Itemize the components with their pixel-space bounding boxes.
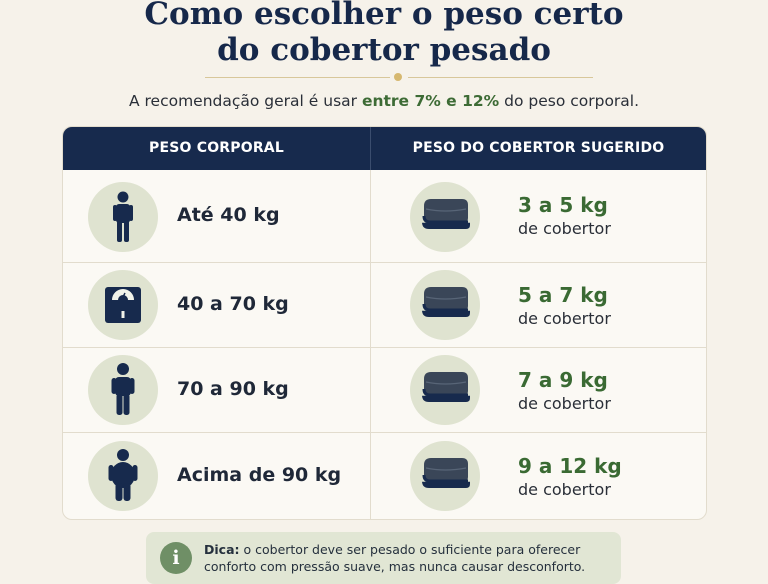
folded-blanket-icon: [410, 441, 480, 511]
title-line-2: do cobertor pesado: [217, 32, 551, 68]
table-row: Até 40 kg 3 a 5 kg de cobertor: [63, 170, 706, 262]
body-weight-value: Acima de 90 kg: [177, 464, 342, 486]
suggested-weight-value: 3 a 5 kg: [518, 193, 608, 217]
title-line-1: Como escolher o peso certo: [144, 0, 624, 32]
tip-text-line-1: o cobertor deve ser pesado o suficiente …: [239, 542, 581, 557]
body-weight-value: 70 a 90 kg: [177, 378, 289, 400]
folded-blanket-icon: [410, 270, 480, 340]
subtitle-before: A recomendação geral é usar: [128, 92, 362, 110]
suggested-weight: 9 a 12 kg de cobertor: [518, 453, 622, 501]
table-row: Acima de 90 kg 9 a 12 kg de cobertor: [63, 432, 706, 519]
suggested-weight-suffix: de cobertor: [518, 219, 611, 238]
tip-box: i Dica: o cobertor deve ser pesado o suf…: [146, 532, 621, 584]
divider-dot: [394, 73, 402, 81]
info-icon: i: [160, 542, 192, 574]
suggested-weight-suffix: de cobertor: [518, 309, 611, 328]
suggested-weight: 3 a 5 kg de cobertor: [518, 192, 611, 240]
subtitle: A recomendação geral é usar entre 7% e 1…: [0, 92, 768, 110]
table-row: 70 a 90 kg 7 a 9 kg de cobertor: [63, 347, 706, 433]
table-header: PESO CORPORAL PESO DO COBERTOR SUGERIDO: [63, 127, 706, 170]
page-title: Como escolher o peso certo do cobertor p…: [0, 0, 768, 68]
suggested-weight-suffix: de cobertor: [518, 480, 611, 499]
suggested-weight-suffix: de cobertor: [518, 394, 611, 413]
tip-label: Dica:: [204, 542, 240, 557]
subtitle-highlight: entre 7% e 12%: [361, 92, 500, 110]
suggested-weight: 7 a 9 kg de cobertor: [518, 367, 611, 415]
divider-line-right: [408, 77, 593, 78]
suggested-weight: 5 a 7 kg de cobertor: [518, 282, 611, 330]
folded-blanket-icon: [410, 355, 480, 425]
body-weight-value: 40 a 70 kg: [177, 293, 289, 315]
divider-line-left: [205, 77, 390, 78]
tip-text-line-2: conforto com pressão suave, mas nunca ca…: [204, 559, 586, 574]
weight-table: PESO CORPORAL PESO DO COBERTOR SUGERIDO …: [62, 126, 707, 520]
suggested-weight-value: 5 a 7 kg: [518, 283, 608, 307]
header-body-weight: PESO CORPORAL: [149, 140, 284, 156]
bathroom-scale-icon: [88, 270, 158, 340]
person-slim-icon: [88, 182, 158, 252]
body-weight-value: Até 40 kg: [177, 204, 280, 226]
person-medium-icon: [88, 355, 158, 425]
tip-text: Dica: o cobertor deve ser pesado o sufic…: [204, 541, 614, 575]
title-divider: [205, 73, 593, 81]
suggested-weight-value: 7 a 9 kg: [518, 368, 608, 392]
person-large-icon: [88, 441, 158, 511]
table-row: 40 a 70 kg 5 a 7 kg de cobertor: [63, 262, 706, 348]
suggested-weight-value: 9 a 12 kg: [518, 454, 622, 478]
column-separator: [370, 170, 371, 519]
subtitle-after: do peso corporal.: [499, 92, 640, 110]
header-separator: [370, 127, 371, 170]
header-blanket-weight: PESO DO COBERTOR SUGERIDO: [412, 140, 665, 156]
folded-blanket-icon: [410, 182, 480, 252]
